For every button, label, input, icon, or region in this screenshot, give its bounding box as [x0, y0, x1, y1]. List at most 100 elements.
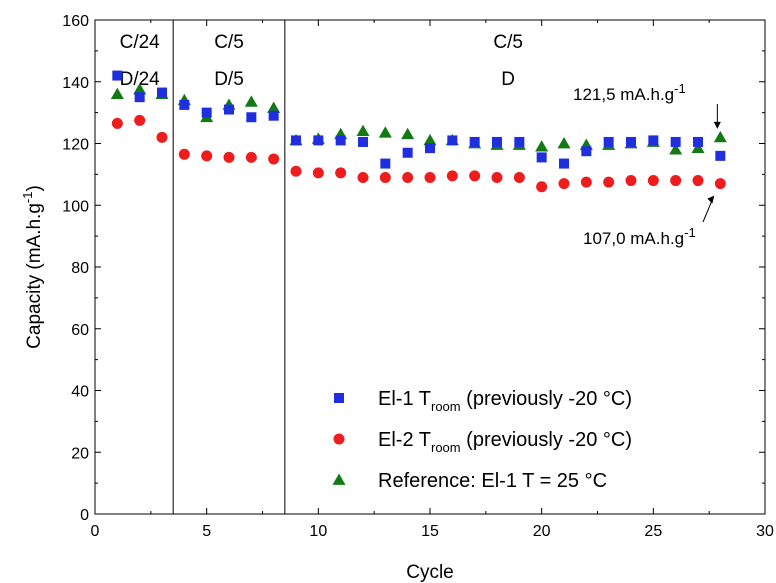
data-point-circle — [714, 178, 726, 190]
legend-label: El-1 Troom (previously -20 °C) — [378, 388, 632, 414]
legend-label-rest: (previously -20 °C) — [461, 388, 632, 410]
data-point-circle — [312, 167, 324, 179]
region-label-charge: C/5 — [214, 32, 244, 53]
data-point-triangle — [378, 126, 392, 138]
annotation-arrow-head — [707, 195, 715, 204]
y-axis-title-sup: -1 — [20, 192, 35, 204]
annotation-el2-sup: -1 — [684, 225, 696, 240]
data-point-circle — [647, 175, 659, 187]
legend-marker-circle — [333, 433, 345, 445]
y-tick-label: 40 — [71, 384, 89, 401]
data-point-circle — [692, 175, 704, 187]
data-point-square — [559, 158, 569, 169]
annotation-el2-main: 107,0 mA.h.g — [583, 229, 684, 248]
data-point-square — [492, 136, 502, 147]
data-point-circle — [268, 153, 280, 165]
data-point-square — [693, 136, 703, 147]
legend-label-sub: room — [431, 399, 461, 414]
data-point-circle — [111, 117, 123, 129]
data-point-circle — [625, 175, 637, 187]
data-point-circle — [469, 170, 481, 182]
annotation-arrow-head — [713, 121, 721, 129]
data-point-circle — [424, 171, 436, 183]
data-point-square — [380, 158, 391, 169]
region-label-discharge: D/5 — [214, 69, 244, 90]
x-tick-label: 5 — [202, 523, 211, 540]
data-point-square — [313, 135, 324, 146]
data-point-triangle — [423, 133, 437, 146]
data-point-triangle — [356, 124, 370, 137]
annotation-el1-main: 121,5 mA.h.g — [573, 85, 674, 104]
data-point-square — [715, 150, 726, 161]
region-label-charge: C/24 — [120, 32, 161, 53]
y-tick-label: 100 — [62, 198, 89, 215]
data-point-square — [536, 152, 547, 163]
data-point-square — [335, 135, 346, 146]
data-points — [110, 70, 727, 193]
data-point-square — [670, 136, 681, 147]
data-point-square — [157, 87, 167, 98]
y-axis-title-close: ) — [24, 185, 45, 191]
data-point-circle — [558, 178, 570, 190]
data-point-triangle — [713, 130, 727, 143]
y-tick-label: 160 — [62, 13, 89, 30]
data-point-circle — [335, 167, 347, 179]
data-point-square — [291, 135, 301, 146]
region-separators — [172, 20, 286, 514]
data-point-square — [134, 92, 145, 103]
legend-label: El-2 Troom (previously -20 °C) — [378, 429, 632, 455]
y-tick-label: 120 — [62, 137, 89, 154]
data-point-circle — [379, 171, 391, 183]
legend-label-main: Reference: El-1 T = 25 °C — [378, 470, 607, 492]
data-point-circle — [134, 114, 146, 126]
data-point-circle — [513, 171, 525, 183]
data-point-circle — [201, 150, 213, 162]
x-axis-ticks: 0 5 10 15 20 25 30 — [91, 20, 774, 540]
data-point-circle — [223, 151, 235, 163]
data-point-triangle — [267, 101, 281, 113]
data-point-square — [179, 99, 190, 110]
data-point-circle — [670, 175, 682, 187]
data-point-square — [581, 146, 592, 157]
legend-label-main: El-2 T — [378, 429, 431, 451]
data-point-circle — [402, 171, 414, 183]
y-axis-ticks: 0 20 40 60 80 100 120 140 160 — [62, 13, 765, 524]
y-axis-title-main: Capacity (mA.h.g — [24, 203, 45, 349]
legend-marker-square — [334, 393, 344, 403]
data-point-triangle — [110, 87, 124, 99]
data-point-circle — [446, 170, 458, 182]
annotation-arrow-line — [702, 199, 713, 223]
y-tick-label: 140 — [62, 75, 89, 92]
data-point-circle — [290, 165, 302, 177]
data-point-square — [112, 70, 123, 81]
x-axis-title: Cycle — [406, 562, 454, 583]
data-point-square — [469, 136, 480, 147]
region-label-discharge: D/24 — [120, 69, 161, 90]
x-tick-label: 20 — [533, 523, 551, 540]
data-point-circle — [536, 181, 548, 193]
data-point-square — [268, 110, 279, 121]
legend: El-1 Troom (previously -20 °C) El-2 Troom… — [332, 388, 632, 492]
y-tick-label: 60 — [71, 322, 89, 339]
x-tick-label: 0 — [91, 523, 100, 540]
data-point-triangle — [691, 141, 705, 154]
data-point-square — [358, 136, 368, 147]
data-point-circle — [245, 151, 257, 163]
legend-label: Reference: El-1 T = 25 °C — [378, 470, 607, 492]
region-labels: C/24 D/24 C/5 D/5 C/5 D — [120, 32, 523, 90]
annotation-el1-label: 121,5 mA.h.g-1 — [573, 81, 686, 104]
data-point-square — [514, 136, 525, 147]
data-point-square — [246, 112, 257, 123]
data-point-triangle — [669, 143, 683, 155]
data-point-square — [224, 104, 234, 115]
data-point-circle — [603, 176, 615, 188]
data-point-circle — [357, 171, 369, 183]
data-point-square — [201, 107, 212, 118]
legend-label-rest: (previously -20 °C) — [461, 429, 632, 451]
data-point-triangle — [244, 95, 258, 107]
annotation-el2-label: 107,0 mA.h.g-1 — [583, 225, 696, 248]
x-tick-label: 15 — [421, 523, 439, 540]
data-point-circle — [178, 148, 190, 160]
